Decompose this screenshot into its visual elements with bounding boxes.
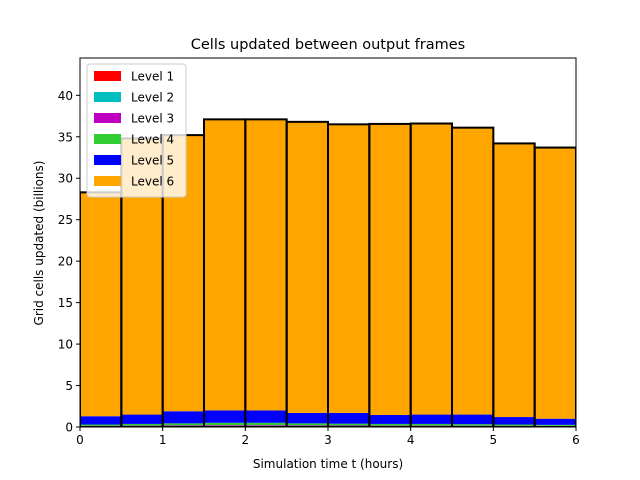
legend: Level 1 Level 2 Level 3 Level 4 Level 5 Level… — [86, 63, 187, 198]
bar-segment-level-6 — [534, 147, 576, 419]
bar-segment-level-6 — [80, 192, 122, 417]
x-tick-label: 1 — [159, 433, 167, 447]
bar-segment-level-6 — [204, 119, 246, 411]
y-axis-label: Grid cells updated (billions) — [32, 161, 46, 326]
axes: 0 1 2 3 4 5 6 0 5 10 15 20 25 30 35 40 — [58, 57, 580, 447]
bar-segment-level-4 — [245, 422, 287, 426]
y-tick-label: 35 — [58, 130, 73, 144]
y-tick-label: 25 — [58, 213, 73, 227]
legend-label: Level 6 — [131, 175, 174, 189]
legend-label: Level 3 — [131, 112, 174, 126]
y-tick-label: 0 — [65, 421, 73, 435]
y-tick-label: 5 — [65, 379, 73, 393]
bar-segment-level-6 — [245, 119, 287, 411]
y-tick-label: 15 — [58, 296, 73, 310]
legend-label: Level 4 — [131, 133, 174, 147]
x-tick-label: 3 — [324, 433, 332, 447]
bar-segment-level-5 — [369, 414, 411, 424]
x-tick-label: 2 — [242, 433, 250, 447]
bar-segment-level-4 — [534, 424, 576, 426]
bar-segment-level-6 — [452, 127, 494, 415]
legend-label: Level 1 — [131, 70, 174, 84]
x-tick-label: 6 — [572, 433, 580, 447]
legend-label: Level 2 — [131, 91, 174, 105]
bar-segment-level-3 — [328, 425, 370, 427]
legend-label: Level 5 — [131, 154, 174, 168]
legend-swatch — [94, 92, 121, 102]
bar-segment-level-5 — [534, 418, 576, 425]
bar-segment-level-4 — [369, 423, 411, 426]
y-tick-label: 10 — [58, 338, 73, 352]
bar-segment-level-4 — [162, 423, 204, 426]
bar-segment-level-3 — [245, 425, 287, 427]
bar-segment-level-6 — [328, 124, 370, 413]
bar-segment-level-4 — [328, 423, 370, 426]
bar-segment-level-4 — [410, 423, 452, 426]
plot-area — [80, 118, 576, 427]
bar-segment-level-5 — [493, 417, 535, 425]
bar-segment-level-5 — [328, 412, 370, 424]
bar-segment-level-3 — [286, 425, 328, 427]
x-tick-label: 0 — [76, 433, 84, 447]
bar-segment-level-5 — [121, 414, 163, 424]
bar-segment-level-5 — [162, 411, 204, 424]
bar-segment-level-5 — [204, 410, 246, 423]
x-axis-label: Simulation time t (hours) — [253, 457, 403, 471]
bar-segment-level-4 — [121, 423, 163, 426]
y-tick-label: 20 — [58, 255, 73, 269]
bar-segment-level-4 — [204, 422, 246, 426]
bar-segment-level-3 — [204, 425, 246, 427]
legend-swatch — [94, 134, 121, 144]
legend-swatch — [94, 155, 121, 165]
bar-segment-level-5 — [410, 414, 452, 424]
bar-segment-level-6 — [493, 143, 535, 418]
legend-swatch — [94, 113, 121, 123]
bar-segment-level-6 — [369, 123, 411, 415]
bar-segment-level-6 — [286, 121, 328, 413]
bar-segment-level-3 — [162, 425, 204, 427]
legend-swatch — [94, 71, 121, 81]
bar-segment-level-5 — [452, 414, 494, 425]
bars — [80, 118, 576, 427]
legend-swatch — [94, 176, 121, 186]
y-tick-label: 30 — [58, 172, 73, 186]
bar-segment-level-4 — [452, 424, 494, 426]
x-tick-label: 5 — [490, 433, 498, 447]
bar-segment-level-4 — [80, 424, 122, 426]
y-tick-label: 40 — [58, 89, 73, 103]
bar-segment-level-4 — [493, 424, 535, 426]
bar-segment-level-5 — [245, 410, 287, 423]
bar-segment-level-4 — [286, 423, 328, 426]
chart-title: Cells updated between output frames — [191, 37, 465, 53]
bar-segment-level-5 — [286, 412, 328, 424]
bar-segment-level-5 — [80, 416, 122, 425]
bar-segment-level-6 — [410, 123, 452, 415]
x-tick-label: 4 — [407, 433, 415, 447]
bar-outline — [533, 146, 576, 427]
